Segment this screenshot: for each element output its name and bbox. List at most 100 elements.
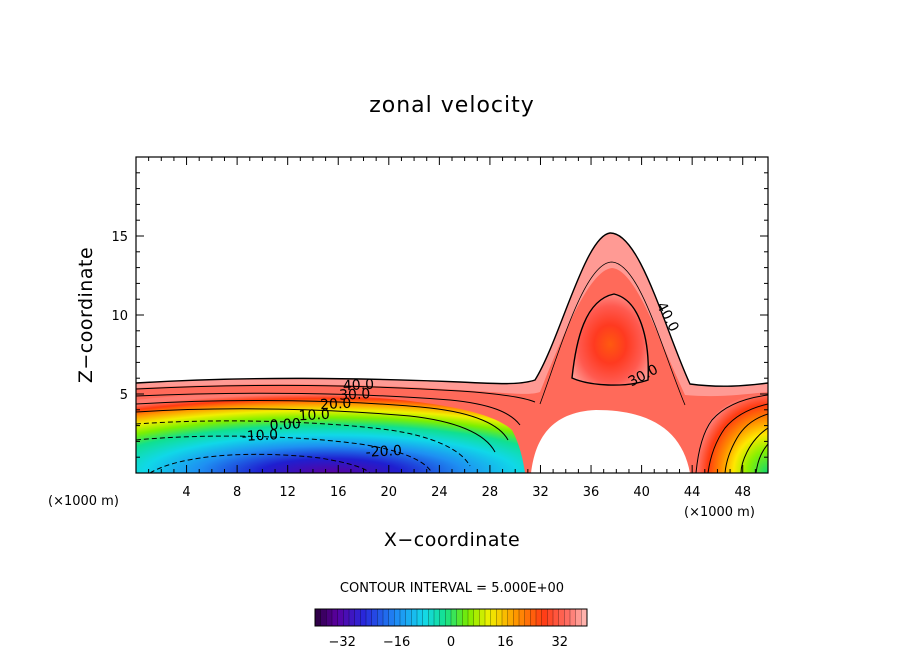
colorbar-swatch bbox=[456, 609, 463, 626]
terrain-obstacle bbox=[531, 410, 690, 473]
x-tick-label: 48 bbox=[734, 485, 751, 500]
colorbar bbox=[314, 608, 588, 627]
colorbar-swatch bbox=[581, 609, 588, 626]
x-tick-label: 4 bbox=[182, 485, 190, 500]
colorbar-swatch bbox=[513, 609, 520, 626]
contour-interval-text: CONTOUR INTERVAL = 5.000E+00 bbox=[340, 581, 564, 596]
colorbar-swatch bbox=[422, 609, 429, 626]
x-tick-label: 36 bbox=[583, 485, 600, 500]
colorbar-swatch bbox=[394, 609, 401, 626]
contour-line-30-hill bbox=[571, 293, 649, 386]
colorbar-swatch bbox=[332, 609, 339, 626]
contour-line-30 bbox=[136, 384, 536, 403]
colorbar-swatch bbox=[547, 609, 554, 626]
colorbar-swatch bbox=[507, 609, 514, 626]
colorbar-swatch bbox=[502, 609, 509, 626]
x-tick-label: 28 bbox=[482, 485, 499, 500]
colorbar-swatch bbox=[462, 609, 469, 626]
colorbar-swatch bbox=[519, 609, 526, 626]
colorbar-swatch bbox=[445, 609, 452, 626]
contour-label: -10.0 bbox=[241, 427, 278, 445]
colorbar-tick-label: 16 bbox=[497, 635, 514, 650]
colorbar-swatch bbox=[434, 609, 441, 626]
colorbar-swatch bbox=[326, 609, 333, 626]
colorbar-swatch bbox=[343, 609, 350, 626]
plot-area bbox=[136, 232, 768, 473]
y-tick-label: 15 bbox=[111, 230, 128, 245]
contour-line-right-30 bbox=[707, 403, 768, 473]
colorbar-frame bbox=[314, 608, 588, 627]
x-tick-label: 12 bbox=[279, 485, 296, 500]
colorbar-swatch bbox=[349, 609, 356, 626]
right-low-velocity-region bbox=[696, 392, 768, 473]
contour-line-neg30 bbox=[149, 453, 371, 473]
y-tick-label: 5 bbox=[120, 388, 128, 403]
contour-label: 20.0 bbox=[320, 396, 352, 414]
contour-lines bbox=[136, 232, 768, 473]
colorbar-swatch bbox=[417, 609, 424, 626]
colorbar-swatch bbox=[388, 609, 395, 626]
chart-title: zonal velocity bbox=[369, 93, 535, 118]
x-unit-left: (×1000 m) bbox=[48, 494, 119, 509]
x-tick-label: 16 bbox=[330, 485, 347, 500]
colorbar-swatch bbox=[541, 609, 548, 626]
contour-line-10 bbox=[136, 400, 509, 441]
colorbar-swatch bbox=[371, 609, 378, 626]
contour-line-right-20 bbox=[724, 413, 768, 473]
colorbar-tick-label: 0 bbox=[447, 635, 455, 650]
contour-line-neg10 bbox=[136, 420, 471, 467]
x-tick-label: 40 bbox=[633, 485, 650, 500]
colorbar-swatch bbox=[530, 609, 537, 626]
colorbar-swatch bbox=[553, 609, 560, 626]
colorbar-swatch bbox=[524, 609, 531, 626]
x-tick-label: 24 bbox=[431, 485, 448, 500]
colorbar-swatch bbox=[451, 609, 458, 626]
contour-label: 0.00 bbox=[269, 416, 301, 434]
colorbar-swatch bbox=[490, 609, 497, 626]
contour-line-right-0 bbox=[755, 443, 768, 473]
contour-line-right-10 bbox=[740, 427, 768, 473]
hill-core-region bbox=[572, 294, 649, 386]
colorbar-swatch bbox=[366, 609, 373, 626]
colorbar-swatch bbox=[479, 609, 486, 626]
colorbar-swatch bbox=[337, 609, 344, 626]
colorbar-swatch bbox=[485, 609, 492, 626]
x-tick-label: 32 bbox=[532, 485, 549, 500]
contour-line-40 bbox=[136, 232, 768, 387]
colorbar-swatch bbox=[473, 609, 480, 626]
x-tick-label: 44 bbox=[684, 485, 701, 500]
colorbar-swatch bbox=[360, 609, 367, 626]
contour-label: -20.0 bbox=[365, 443, 402, 461]
colorbar-swatch bbox=[320, 609, 327, 626]
contour-label: 40.0 bbox=[343, 377, 375, 395]
colorbar-swatch bbox=[468, 609, 475, 626]
colorbar-swatch bbox=[377, 609, 384, 626]
x-tick-label: 20 bbox=[381, 485, 398, 500]
colorbar-swatch bbox=[564, 609, 571, 626]
colorbar-swatch bbox=[411, 609, 418, 626]
colorbar-swatch bbox=[570, 609, 577, 626]
colorbar-swatch bbox=[354, 609, 361, 626]
contour-line-20 bbox=[136, 392, 521, 426]
x-axis-label: X−coordinate bbox=[384, 529, 520, 551]
y-axis-label: Z−coordinate bbox=[75, 247, 97, 383]
x-tick-label: 8 bbox=[233, 485, 241, 500]
colorbar-swatch bbox=[496, 609, 503, 626]
contour-label: 30.0 bbox=[339, 386, 371, 404]
x-unit-right: (×1000 m) bbox=[684, 505, 755, 520]
colorbar-swatch bbox=[536, 609, 543, 626]
colorbar-swatch bbox=[315, 609, 322, 626]
contour-line-35-hill bbox=[539, 261, 686, 406]
colorbar-swatch bbox=[575, 609, 582, 626]
contour-line-0 bbox=[136, 408, 496, 453]
colorbar-swatch bbox=[558, 609, 565, 626]
contour-line-neg20 bbox=[136, 435, 433, 473]
colorbar-labels: −32 −16 0 16 32 bbox=[328, 635, 568, 650]
colorbar-tick-label: −32 bbox=[328, 635, 355, 650]
colorbar-swatch bbox=[400, 609, 407, 626]
colorbar-swatch bbox=[428, 609, 435, 626]
colorbar-swatch bbox=[383, 609, 390, 626]
contour-label: 10.0 bbox=[298, 407, 330, 425]
